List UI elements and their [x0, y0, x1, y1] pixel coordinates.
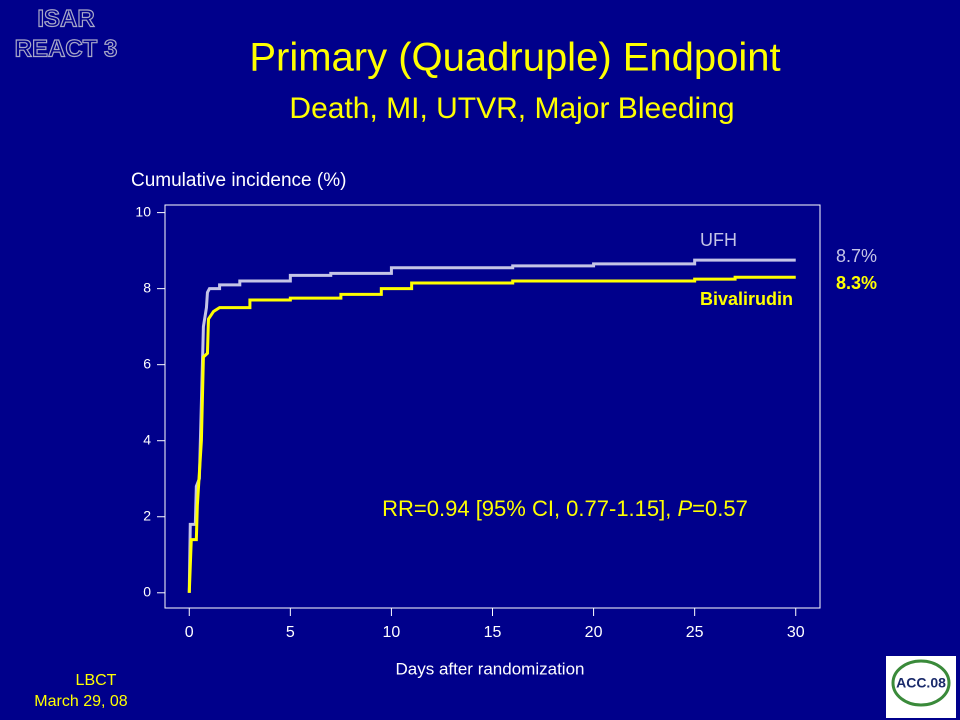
x-tick-label: 20 — [585, 624, 603, 641]
series-label: UFH — [700, 230, 737, 250]
x-tick-label: 25 — [686, 624, 704, 641]
y-tick-label: 6 — [143, 355, 151, 371]
x-tick-label: 10 — [383, 624, 401, 641]
x-axis-label: Days after randomization — [396, 659, 585, 678]
title: Primary (Quadruple) Endpoint — [249, 36, 780, 80]
x-tick-label: 15 — [484, 624, 502, 641]
annotation-part: P — [677, 496, 692, 521]
x-tick-label: 30 — [787, 624, 805, 641]
end-label: 8.7% — [836, 246, 877, 266]
series-line — [187, 275, 796, 593]
subtitle: Death, MI, UTVR, Major Bleeding — [289, 92, 734, 125]
annotation-part: =0.57 — [692, 496, 748, 521]
y-tick-label: 2 — [143, 507, 151, 523]
y-axis-label: Cumulative incidence (%) — [131, 170, 346, 191]
x-tick-label: 0 — [185, 624, 194, 641]
x-tick-label: 5 — [286, 624, 295, 641]
series-label: Bivalirudin — [700, 289, 793, 309]
logo-box — [886, 656, 956, 718]
y-tick-label: 4 — [143, 431, 151, 447]
corner-label: ISAR — [37, 5, 94, 32]
logo-ring — [891, 659, 951, 707]
annotation: RR=0.94 [95% CI, 0.77-1.15], P=0.57 — [382, 496, 748, 521]
y-tick-label: 8 — [143, 279, 151, 295]
y-tick-label: 0 — [143, 583, 151, 599]
annotation-part: RR=0.94 [95% CI, 0.77-1.15], — [382, 496, 677, 521]
session-label: March 29, 08 — [34, 693, 127, 710]
y-tick-label: 10 — [135, 203, 151, 219]
session-label: LBCT — [76, 672, 117, 689]
corner-label: REACT 3 — [15, 35, 118, 62]
logo: ACC.08 — [896, 675, 946, 691]
end-label: 8.3% — [836, 273, 877, 293]
